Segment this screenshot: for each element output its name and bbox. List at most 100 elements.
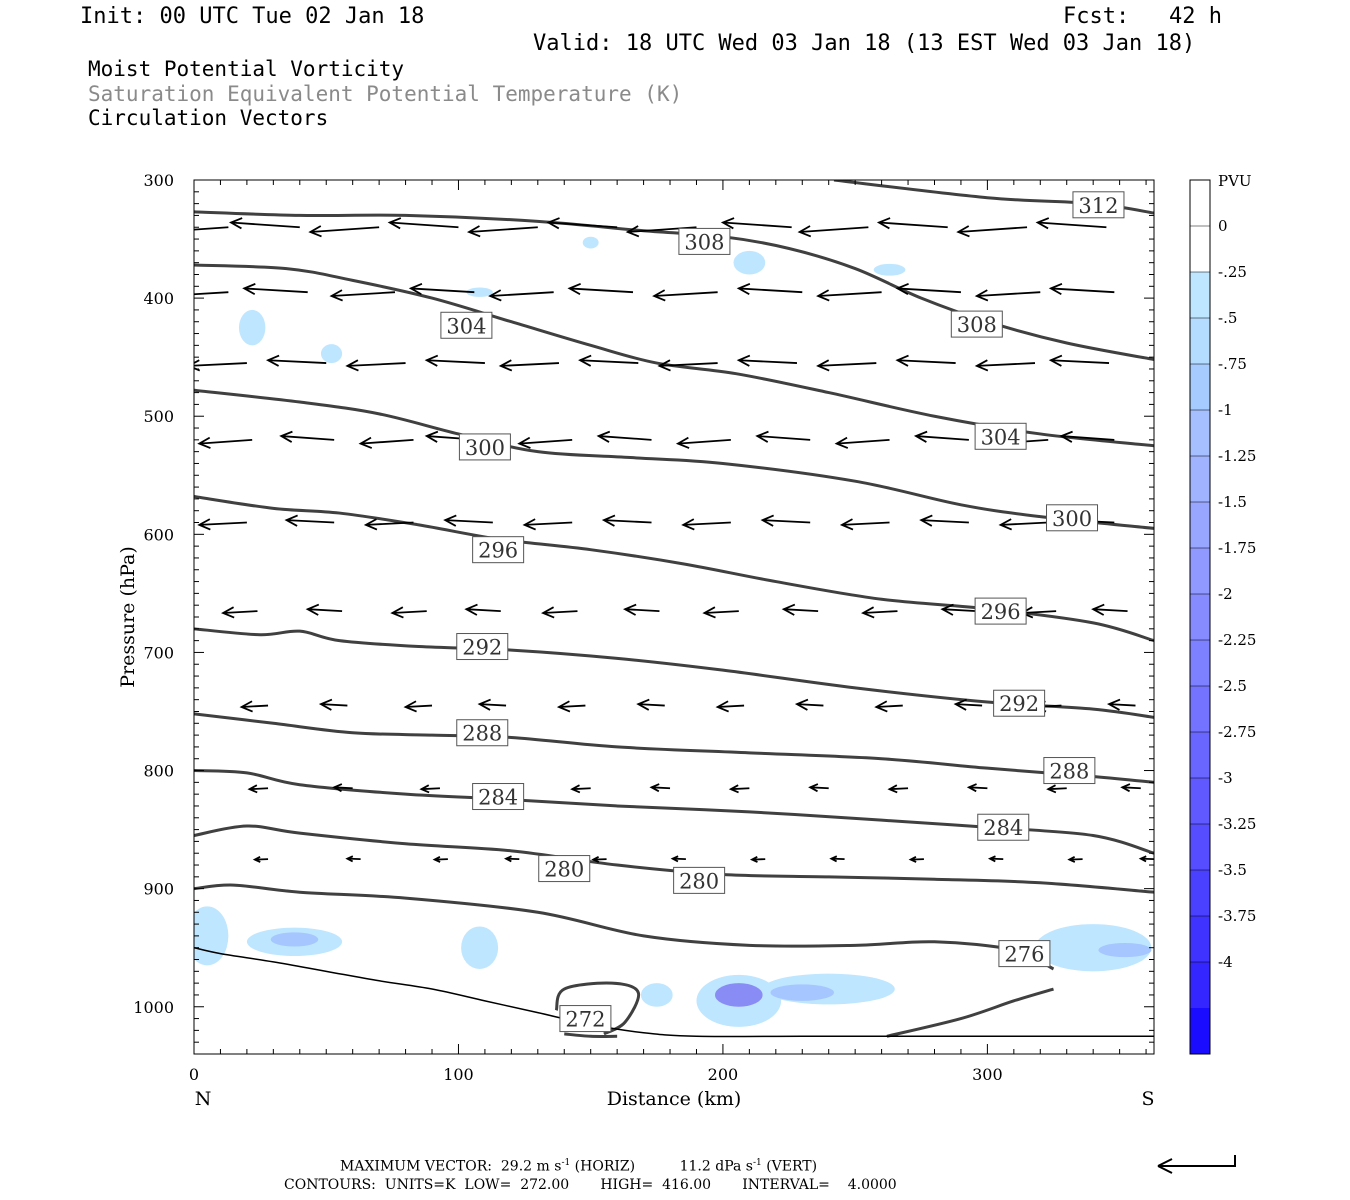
circulation-vector [392, 610, 427, 614]
vector-arrowhead [623, 603, 637, 616]
vector-arrowhead [596, 430, 611, 443]
circulation-vector [863, 610, 898, 614]
vector-arrowhead [408, 283, 423, 296]
vector-arrowhead [728, 784, 739, 794]
circulation-vector [1050, 287, 1115, 294]
circulation-vectors [194, 217, 1154, 863]
circulation-vector [876, 704, 903, 708]
theta-e-contour-292 [194, 627, 1154, 719]
vector-arrowhead [567, 283, 581, 296]
vector-arrowhead [1035, 217, 1050, 230]
forecast-hour: Fcst: 42 h [1063, 4, 1222, 29]
x-right-end-label: S [1141, 1088, 1154, 1110]
vector-arrowhead [675, 436, 690, 449]
contour-label-300: 300 [465, 436, 505, 460]
circulation-vector [331, 291, 396, 297]
contour-label-304: 304 [446, 314, 486, 338]
theta-e-contour-284 [194, 769, 1154, 855]
contour-label-box [472, 783, 525, 811]
circulation-vector [405, 704, 433, 708]
y-tick-label: 500 [143, 407, 174, 426]
vector-arrowhead [332, 783, 343, 793]
colorbar-tick-label: 0 [1218, 217, 1228, 235]
contour-label-292: 292 [999, 692, 1039, 716]
circulation-vector [1048, 787, 1067, 791]
vector-arrowhead [279, 430, 293, 443]
circulation-vector [836, 438, 890, 445]
circulation-vector [320, 703, 348, 707]
axes: 0 100 200 300 300 400 500 600 700 800 900 1000 [133, 171, 1154, 1084]
contour-label-312: 312 [1078, 194, 1118, 218]
vector-arrowhead [834, 436, 849, 449]
y-tick-label: 900 [143, 880, 174, 899]
colorbar-swatch [1190, 824, 1210, 871]
contour-label-box [977, 813, 1030, 841]
pv-shade-blob [194, 906, 229, 966]
theta-e-contour-300 [194, 388, 1154, 530]
colorbar-tick-label: -2.25 [1218, 631, 1256, 649]
theta-e-contour-272 [564, 1032, 618, 1038]
circulation-vector [625, 608, 660, 612]
vector-arrowhead [760, 514, 774, 527]
circulation-vector [468, 226, 538, 233]
colorbar-tick-label: -1 [1218, 401, 1233, 419]
contour-label-box [472, 536, 525, 564]
circulation-vector [1093, 608, 1128, 612]
colorbar-tick-label: -3.75 [1218, 907, 1256, 925]
circulation-vector [921, 519, 969, 524]
circulation-vector [241, 704, 269, 708]
contour-label-296: 296 [478, 539, 518, 563]
colorbar-tick-label: -.25 [1218, 263, 1247, 281]
colorbar-swatch [1190, 226, 1210, 273]
circulation-vector [677, 438, 731, 445]
circulation-vector [249, 787, 269, 791]
circulation-vector [572, 787, 591, 791]
circulation-vector [281, 435, 335, 441]
contour-label-box [538, 855, 591, 883]
circulation-vector [334, 786, 353, 790]
contour-label-box [974, 597, 1027, 625]
vert-exponent: -1 [752, 1158, 762, 1168]
contour-label-box [950, 310, 1003, 338]
circulation-vector [310, 226, 380, 233]
contour-label-box [559, 1005, 612, 1033]
colorbar-swatch [1190, 778, 1210, 825]
circulation-vector [976, 362, 1036, 367]
circulation-vector [194, 291, 229, 296]
circulation-vector [717, 704, 745, 708]
vector-arrowhead [221, 606, 235, 619]
colorbar-tick-label: -3.5 [1218, 861, 1247, 879]
vector-arrowhead [345, 855, 354, 863]
circulation-vector [365, 521, 414, 526]
circulation-vector [651, 786, 671, 790]
circulation-vector [762, 519, 811, 524]
circulation-vector [1050, 359, 1110, 364]
pv-shade-blob [320, 344, 343, 364]
x-tick-label: 0 [189, 1065, 199, 1084]
vector-arrowhead [578, 354, 592, 367]
vector-arrowhead [498, 359, 513, 372]
circulation-vector [548, 221, 618, 229]
contour-label-box [456, 719, 509, 747]
colorbar-swatch [1190, 962, 1210, 1009]
contour-label-308: 308 [957, 313, 997, 337]
contour-label-300: 300 [1052, 507, 1092, 531]
pv-shade-blob [1034, 924, 1152, 972]
vector-arrowhead [781, 603, 796, 616]
circulation-vector [223, 610, 258, 614]
vector-arrowhead [1048, 354, 1063, 367]
circulation-vector [421, 787, 440, 791]
colorbar-tick-label: -.5 [1218, 309, 1237, 327]
circulation-vector [199, 521, 247, 526]
vector-arrowhead [625, 225, 640, 238]
colorbar-tick-label: -.75 [1218, 355, 1247, 373]
circulation-vector [244, 287, 308, 294]
circulation-vector [738, 359, 798, 364]
vector-arrowhead [797, 225, 812, 238]
circulation-vector [889, 787, 909, 791]
contour-label-288: 288 [462, 722, 502, 746]
vector-arrowhead [1046, 784, 1057, 794]
contour-label-296: 296 [981, 600, 1021, 624]
circulation-vector [1037, 221, 1107, 229]
circulation-vector [490, 291, 554, 297]
